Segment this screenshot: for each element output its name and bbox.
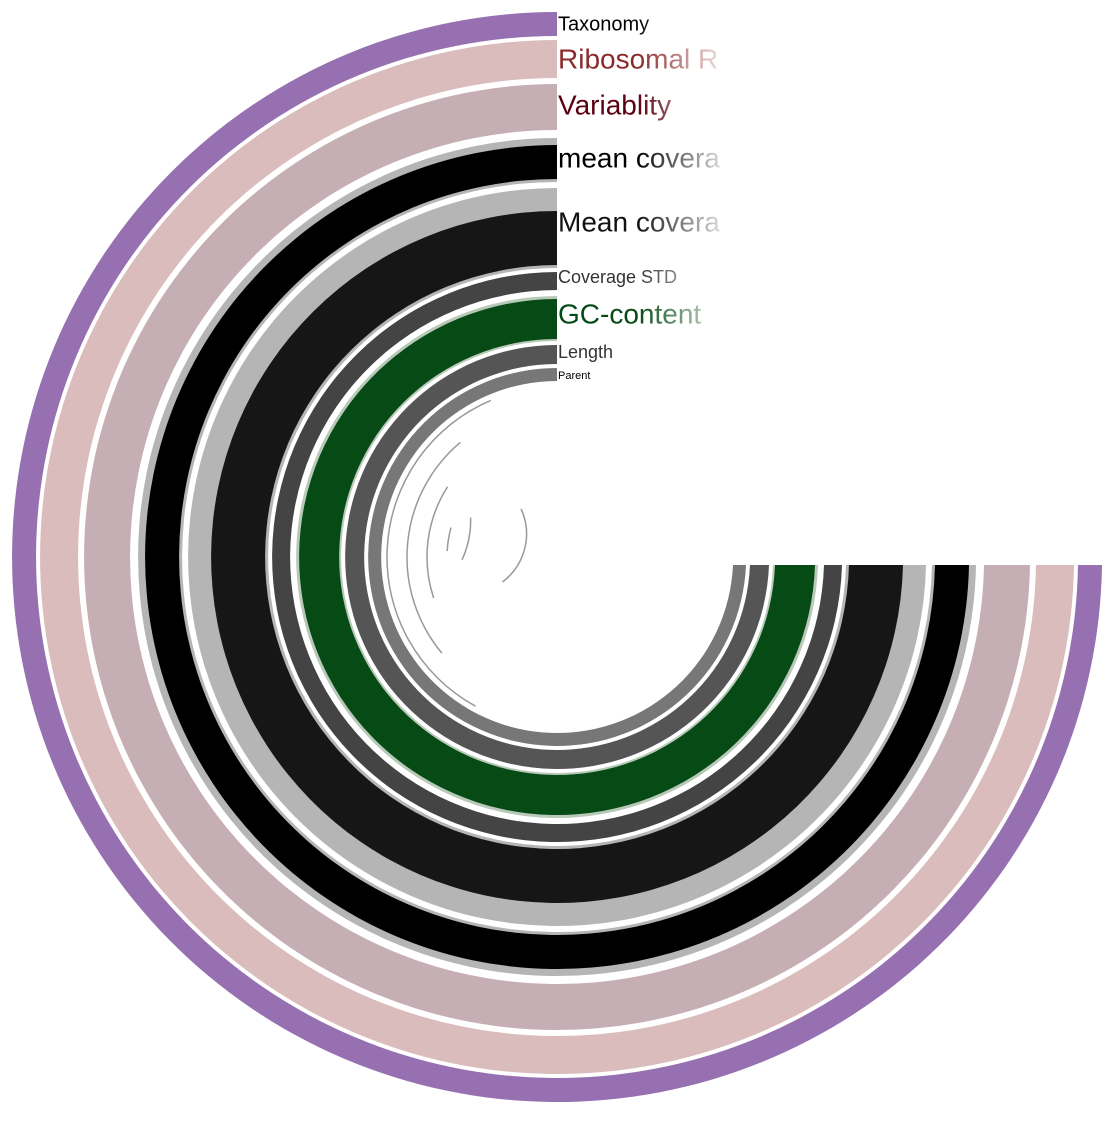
layer-labels: TaxonomyRibosomal RVariablitymean covera…	[557, 8, 738, 388]
tree-branch	[386, 399, 492, 707]
tree-branch	[461, 517, 472, 561]
ring	[368, 368, 746, 746]
tree-branch	[501, 508, 528, 583]
dendrogram	[386, 399, 528, 707]
label-fade	[558, 8, 738, 388]
ring	[345, 345, 769, 769]
tree-branch	[446, 527, 452, 552]
tree-branch	[406, 441, 461, 654]
tree-branch	[426, 486, 449, 599]
